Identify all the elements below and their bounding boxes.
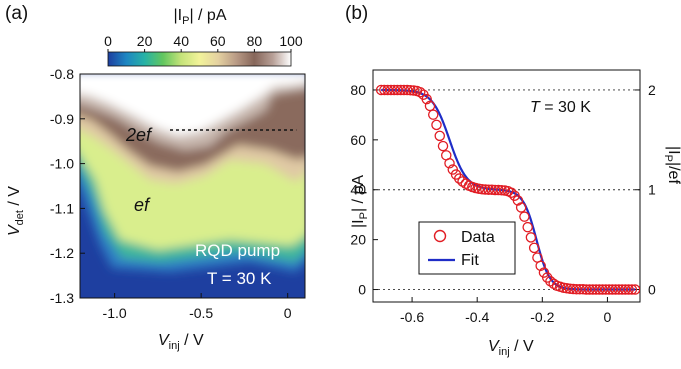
b-xtick-label: -0.2 [530, 309, 554, 325]
a-ytick-label: -1.0 [50, 156, 74, 172]
data-point [535, 260, 546, 272]
data-point [493, 184, 504, 196]
temperature-symbol: T [530, 99, 541, 116]
b-xtick-label: 0 [604, 309, 612, 325]
data-point [512, 195, 524, 206]
legend-fit-label: Fit [461, 252, 479, 269]
panel-a-xlabel: Vinj / V [158, 332, 204, 352]
a-ytick-label: -0.8 [50, 66, 74, 82]
a-xtick-label: -0.5 [189, 305, 213, 321]
data-point [506, 187, 517, 198]
colorbar-tick-label: 60 [210, 33, 226, 49]
data-point [528, 242, 540, 254]
colorbar-tick-label: 0 [104, 33, 112, 49]
panel-b-ylabel: |IP| / pA [350, 175, 370, 228]
data-point [548, 278, 559, 290]
data-point [623, 284, 634, 295]
b-xtick-label: -0.4 [465, 309, 489, 325]
data-point [421, 93, 432, 105]
data-point [525, 232, 537, 243]
data-point [431, 119, 442, 131]
a-ytick-label: -1.1 [50, 200, 74, 216]
a-ytick-label: -1.2 [50, 245, 74, 261]
data-point [522, 221, 533, 233]
data-point [519, 211, 530, 222]
colorbar-tick-label: 100 [279, 33, 303, 49]
b-y2tick-label: 1 [648, 182, 656, 198]
panel-b-label: (b) [345, 3, 368, 24]
temperature-value: = 30 K [540, 99, 591, 116]
temperature-label-b: T = 30 K [530, 99, 591, 116]
panel-b-axes: -0.6 -0.4 -0.2 0 0 20 40 60 80 0 1 2 [350, 82, 656, 325]
b-y2tick-label: 0 [648, 282, 656, 298]
pump-label: RQD pump [195, 241, 280, 260]
data-point [444, 158, 455, 169]
legend-data-label: Data [461, 229, 495, 246]
b-ytick-label: 80 [350, 82, 366, 98]
a-xtick-label: 0 [284, 305, 292, 321]
data-point [541, 272, 553, 283]
data-point [629, 284, 640, 295]
data-point [515, 202, 527, 213]
a-xtick-label: -1.0 [103, 305, 127, 321]
data-point [405, 84, 416, 96]
panel-b-xlabel: Vinj / V [488, 338, 534, 358]
a-ytick-label: -1.3 [50, 290, 74, 306]
panel-a-label: (a) [5, 3, 28, 24]
data-point [414, 86, 426, 98]
legend: Data Fit [418, 221, 516, 275]
legend-data-marker [433, 229, 447, 243]
data-point [454, 173, 465, 184]
data-point [401, 84, 413, 96]
legend-box [418, 221, 516, 275]
data-point [437, 140, 449, 152]
colorbar-tick-label: 20 [137, 33, 153, 49]
annotation-ef: ef [134, 195, 151, 215]
b-ytick-label: 0 [358, 282, 366, 298]
colorbar-ticks: 0 20 40 60 80 100 [104, 33, 303, 52]
colorbar-tick-label: 40 [173, 33, 189, 49]
b-y2tick-label: 2 [648, 82, 656, 98]
fit-line [381, 88, 636, 291]
a-ytick-label: -0.9 [50, 111, 74, 127]
data-point [460, 178, 472, 190]
panel-a-axes: -1.0 -0.5 0 -0.8 -0.9 -1.0 -1.1 -1.2 -1.3 [50, 66, 292, 321]
data-points [375, 84, 640, 295]
region-top [80, 74, 305, 136]
annotation-2ef: 2ef [125, 125, 153, 145]
data-point [424, 100, 436, 112]
data-point [427, 109, 439, 120]
panel-a-ylabel: Vdet / V [6, 186, 26, 236]
panel-a-frame [79, 73, 306, 299]
data-point [626, 284, 638, 295]
b-ytick-label: 40 [350, 182, 366, 198]
colorbar [107, 51, 292, 67]
b-xtick-label: -0.6 [400, 309, 424, 325]
temperature-label-a: T = 30 K [207, 269, 272, 288]
colorbar-title: |IP| / pA [173, 7, 226, 27]
data-point [434, 130, 445, 142]
panel-b-y2label: |IP|/ef [662, 146, 681, 184]
colorbar-tick-label: 80 [247, 33, 263, 49]
b-ytick-label: 20 [350, 232, 366, 248]
b-ytick-label: 60 [350, 132, 366, 148]
heatmap [80, 74, 305, 298]
data-point [496, 184, 507, 196]
